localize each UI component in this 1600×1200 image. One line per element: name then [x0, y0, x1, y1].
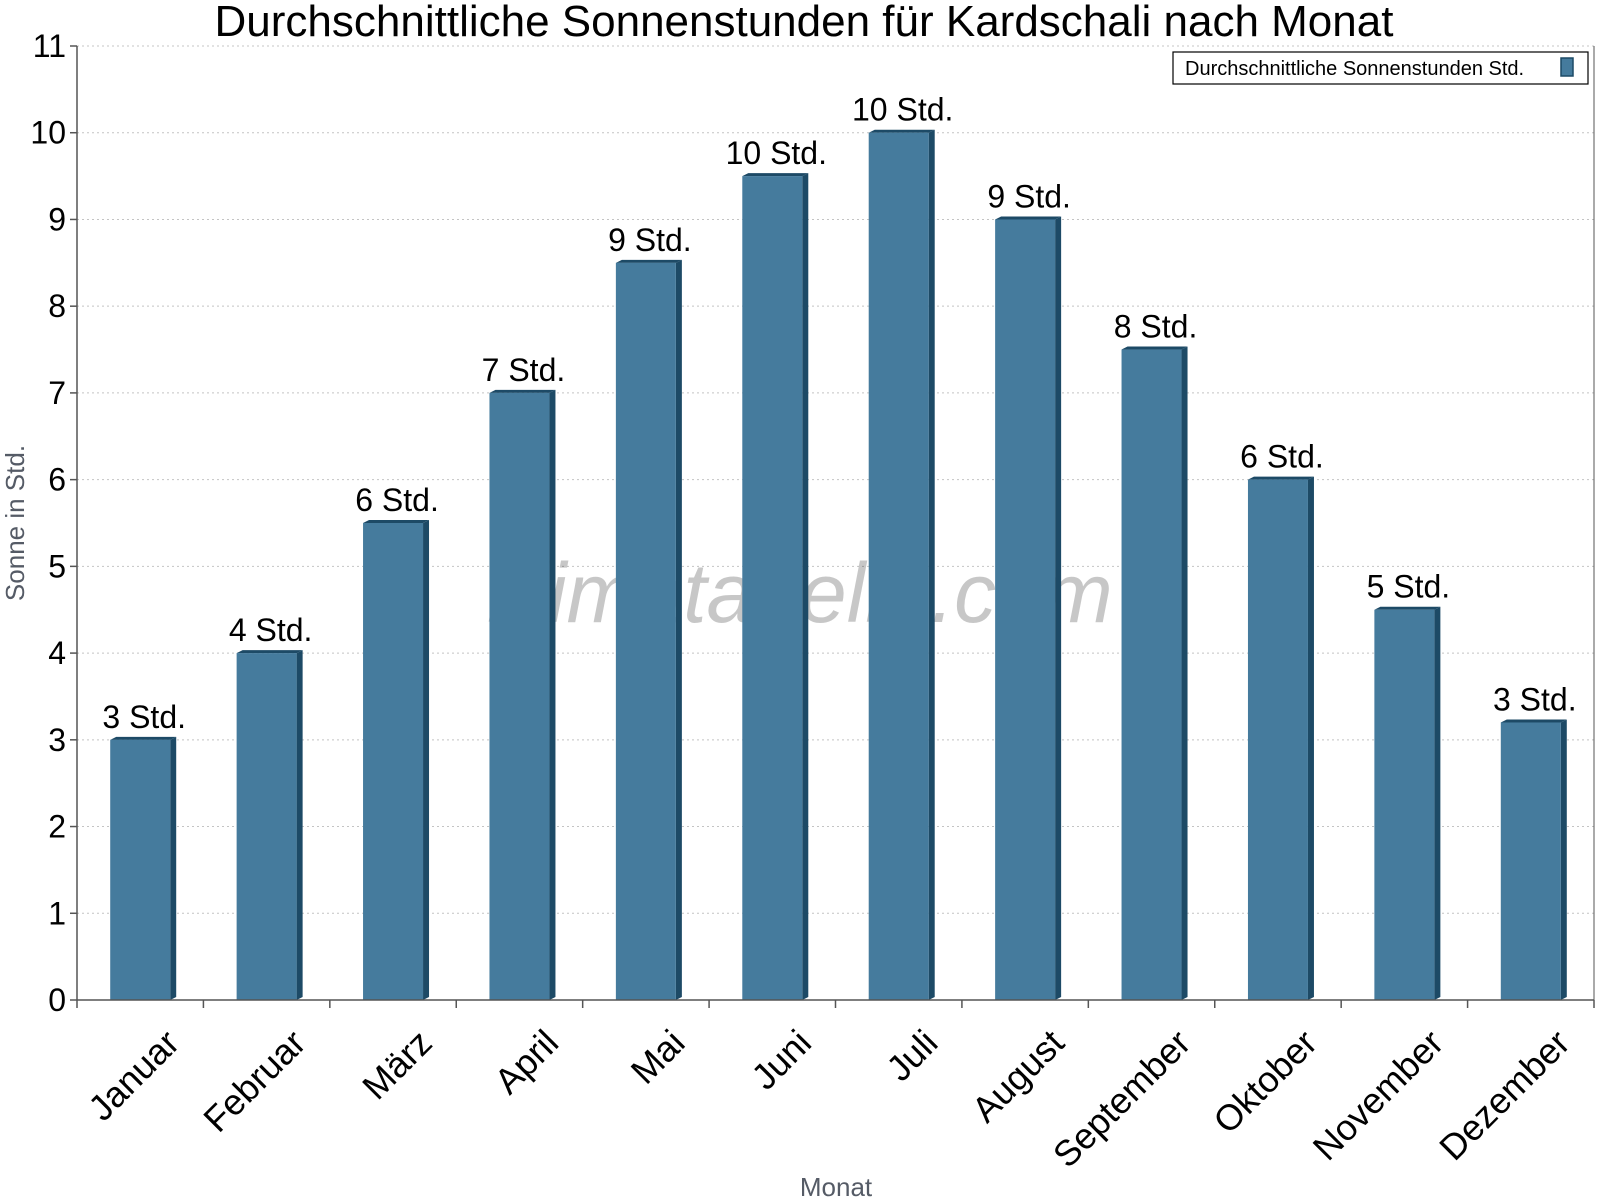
- y-tick-label: 4: [48, 635, 66, 671]
- x-tick-label: November: [1305, 1022, 1451, 1168]
- bar-face: [615, 262, 676, 1000]
- x-tick-label: April: [486, 1022, 566, 1102]
- bar-side: [170, 736, 177, 1000]
- y-tick-label: 2: [48, 809, 66, 845]
- gridlines: [77, 45, 1594, 914]
- y-tick-label: 7: [48, 375, 66, 411]
- y-tick-label: 11: [33, 28, 66, 64]
- bar-top: [236, 650, 303, 654]
- data-label: 6 Std.: [355, 482, 439, 518]
- bar-face: [236, 653, 297, 1000]
- bar: [489, 389, 556, 1001]
- x-tick-label: Januar: [80, 1022, 187, 1129]
- x-tick-label: Oktober: [1205, 1022, 1325, 1142]
- data-label: 10 Std.: [852, 92, 953, 128]
- bar-face: [1121, 349, 1182, 1001]
- bar-face: [489, 392, 550, 1001]
- bar-side: [1055, 216, 1062, 1001]
- y-tick-label: 5: [48, 548, 66, 584]
- data-label: 8 Std.: [1114, 309, 1198, 345]
- bar: [363, 520, 430, 1000]
- y-tick-label: 9: [48, 201, 66, 237]
- data-label: 3 Std.: [1493, 681, 1577, 717]
- data-label: 4 Std.: [229, 612, 313, 648]
- bar-face: [995, 219, 1056, 1001]
- x-tick-label: Juli: [878, 1022, 945, 1089]
- data-label: 6 Std.: [1240, 439, 1324, 475]
- bar: [1247, 476, 1314, 1000]
- x-tick-label: Mai: [623, 1022, 693, 1092]
- bar-side: [1181, 346, 1188, 1001]
- bar: [995, 216, 1062, 1001]
- bar-face: [110, 739, 171, 1000]
- bar-top: [868, 129, 935, 133]
- y-tick-label: 10: [30, 115, 66, 151]
- bar-top: [742, 173, 809, 177]
- bar-face: [868, 132, 929, 1000]
- bar-side: [1307, 476, 1314, 1000]
- bar-top: [1121, 346, 1188, 350]
- bar-top: [489, 389, 556, 393]
- y-tick-label: 8: [48, 288, 66, 324]
- bar: [615, 259, 682, 1000]
- bar-top: [1500, 719, 1567, 723]
- bars: [110, 129, 1567, 1001]
- y-tick-labels: 0 1 2 3 4 5 6 7 8 9 10 11: [30, 28, 77, 1018]
- bar-top: [110, 736, 177, 740]
- data-label: 5 Std.: [1367, 569, 1451, 605]
- data-labels: 3 Std. 4 Std. 6 Std. 7 Std. 9 Std. 10 Std. 10 …: [102, 92, 1576, 735]
- axes: [76, 46, 1595, 1001]
- data-label: 3 Std.: [102, 699, 186, 735]
- bar-side: [296, 650, 303, 1000]
- bar: [742, 173, 809, 1000]
- data-label: 10 Std.: [726, 135, 827, 171]
- chart-title: Durchschnittliche Sonnenstunden für Kard…: [215, 0, 1394, 46]
- bar-side: [928, 129, 935, 1000]
- bar: [1121, 346, 1188, 1001]
- bar-side: [1560, 719, 1567, 1000]
- x-tick-label: Februar: [195, 1022, 313, 1140]
- bar: [236, 650, 303, 1000]
- legend-label: Durchschnittliche Sonnenstunden Std.: [1185, 58, 1524, 80]
- x-tick-label: Juni: [743, 1022, 819, 1098]
- bar-face: [1247, 479, 1308, 1000]
- y-tick-label: 0: [48, 982, 66, 1018]
- bar-face: [1374, 609, 1435, 1000]
- bar-face: [363, 523, 424, 1000]
- bar: [110, 736, 177, 1000]
- y-tick-label: 3: [48, 722, 66, 758]
- bar-top: [615, 259, 682, 263]
- legend-box: [1172, 51, 1589, 85]
- x-tick-label: März: [354, 1022, 440, 1108]
- bar-side: [1434, 606, 1441, 1000]
- bar: [868, 129, 935, 1000]
- x-tick-labels: Januar Februar März April Mai Juni Juli AugustS…: [76, 1000, 1595, 1176]
- bar-face: [742, 176, 803, 1000]
- bar-side: [549, 389, 556, 1001]
- bar-top: [1247, 476, 1314, 480]
- bar-side: [675, 259, 682, 1000]
- x-axis-title: Monat: [800, 1172, 873, 1200]
- data-label: 9 Std.: [987, 178, 1071, 214]
- bar-side: [802, 173, 809, 1000]
- x-tick-label: September: [1045, 1022, 1199, 1176]
- y-tick-label: 6: [48, 462, 66, 498]
- data-label: 7 Std.: [482, 352, 566, 388]
- x-tick-label: August: [964, 1022, 1072, 1130]
- bar-top: [363, 520, 430, 523]
- y-tick-label: 1: [48, 895, 66, 931]
- legend-swatch: [1560, 57, 1574, 77]
- data-label: 9 Std.: [608, 222, 692, 258]
- bar-side: [423, 520, 430, 1000]
- y-axis-title: Sonne in Std.: [0, 445, 30, 601]
- bar: [1500, 719, 1567, 1000]
- legend: Durchschnittliche Sonnenstunden Std.: [1172, 51, 1589, 85]
- bar: [1374, 606, 1441, 1000]
- x-tick-label: Dezember: [1431, 1022, 1577, 1168]
- bar-top: [995, 216, 1062, 220]
- bar-top: [1374, 606, 1441, 610]
- bar-face: [1500, 722, 1561, 1000]
